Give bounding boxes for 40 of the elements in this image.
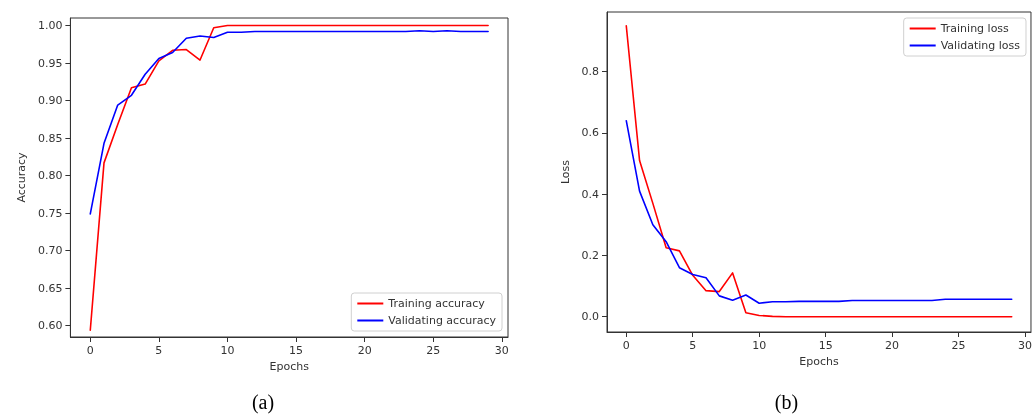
y-tick-label: 1.00 [37, 19, 63, 33]
y-tick-label: 0.65 [37, 281, 63, 295]
x-tick-label: 5 [689, 339, 697, 352]
line-series [89, 29, 489, 215]
x-tick-label: 10 [752, 339, 767, 352]
y-tick-label: 0.70 [37, 244, 63, 258]
y-tick-label: 0.4 [581, 187, 599, 201]
y-tick-label: 0.75 [37, 206, 63, 220]
x-tick-label: 30 [494, 344, 509, 357]
text: (a) [251, 391, 275, 414]
x-tick-label: 25 [951, 339, 966, 352]
y-tick-label: 0.6 [581, 126, 599, 140]
y-tick-label: 0.60 [37, 319, 63, 333]
y-tick-label: 0.90 [37, 94, 63, 108]
legend-label: Training accuracy [387, 297, 486, 310]
x-tick-label: 10 [220, 344, 235, 357]
text: (b) [774, 391, 799, 414]
x-tick-label: 30 [1018, 339, 1032, 352]
x-tick-label: 15 [818, 339, 833, 352]
legend-label: Training loss [939, 22, 1010, 35]
y-tick-label: 0.2 [581, 248, 599, 262]
x-tick-label: 0 [622, 339, 630, 352]
y-axis-title: Loss [558, 159, 572, 185]
x-tick-label: 15 [289, 344, 304, 357]
legend-label: Validating loss [940, 39, 1021, 52]
x-tick-label: 20 [357, 344, 372, 357]
y-tick-label: 0.0 [581, 310, 599, 324]
y-axis-title: Accuracy [15, 151, 28, 203]
x-tick-label: 0 [86, 344, 94, 357]
x-axis-title: Epochs [269, 360, 310, 373]
x-tick-label: 20 [885, 339, 900, 352]
y-tick-label: 0.8 [581, 65, 599, 79]
y-tick-label: 0.95 [37, 56, 63, 70]
legend-label: Validating accuracy [388, 314, 497, 327]
y-tick-label: 0.80 [37, 169, 63, 183]
x-axis-title: Epochs [799, 355, 839, 368]
x-tick-label: 25 [426, 344, 441, 357]
y-tick-label: 0.85 [37, 131, 63, 145]
x-tick-label: 5 [155, 344, 163, 357]
line-series [625, 119, 1013, 305]
